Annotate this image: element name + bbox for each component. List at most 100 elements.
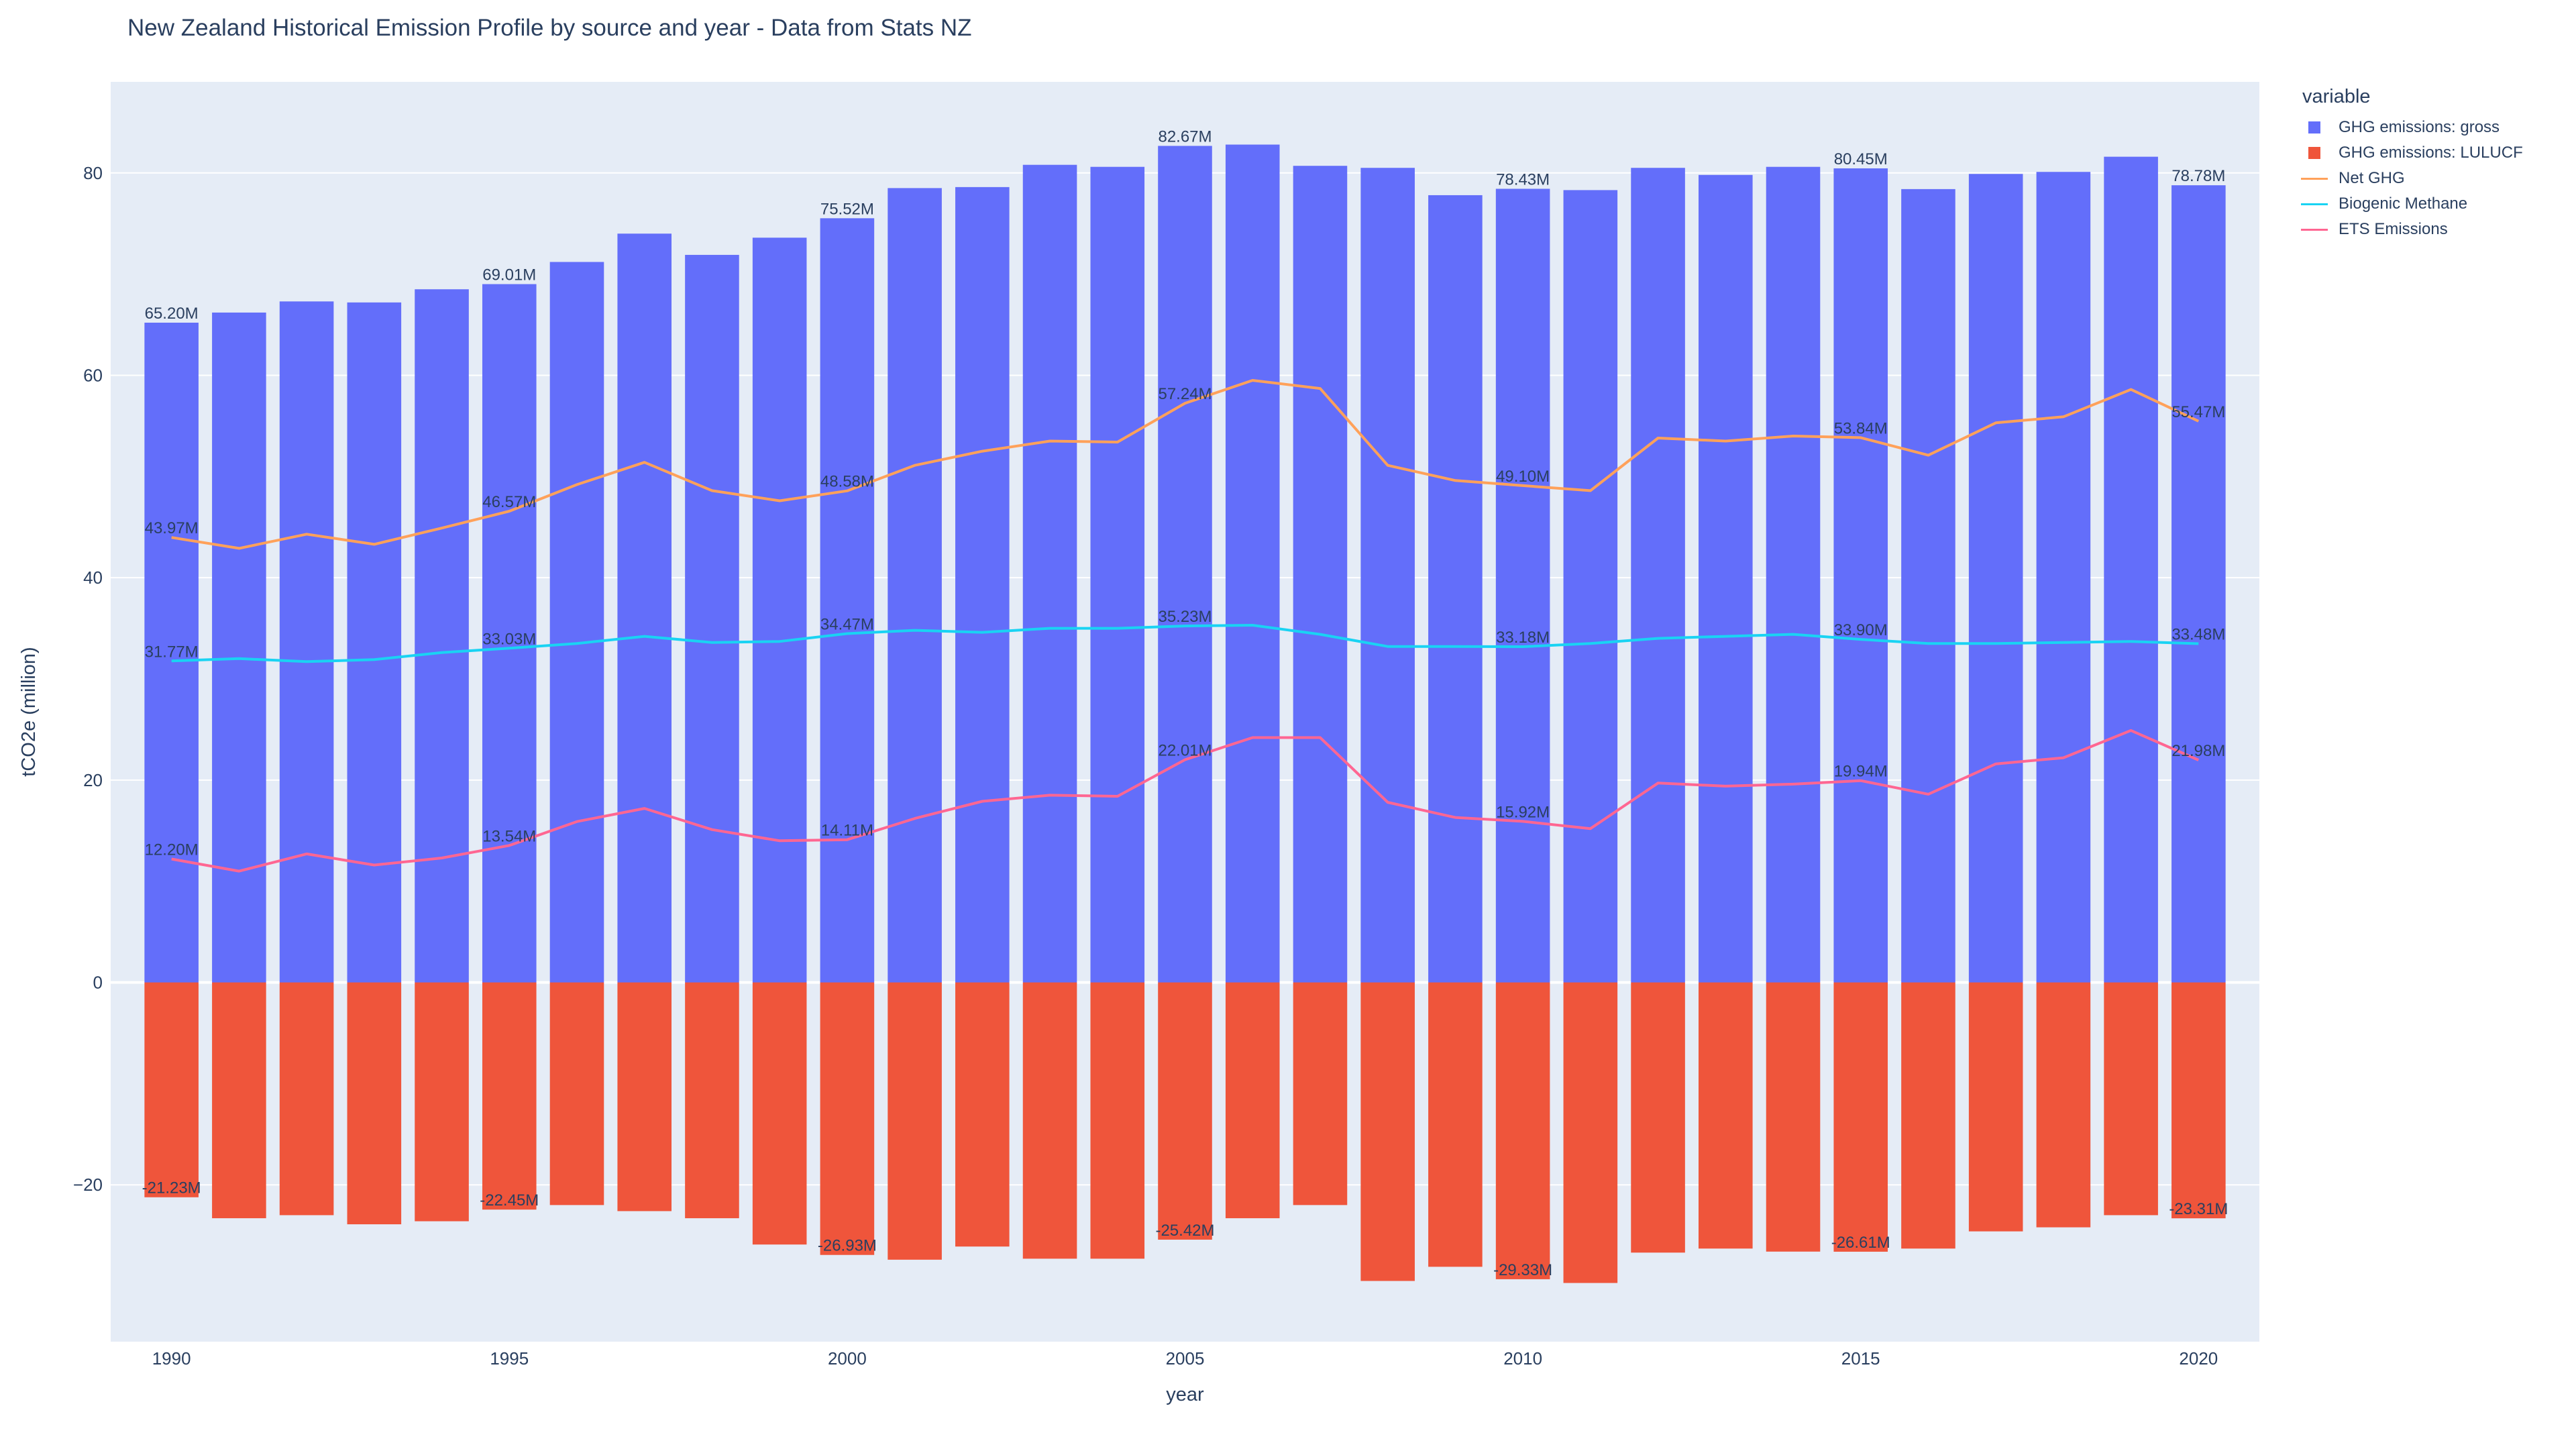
legend-bar-swatch: [2301, 143, 2328, 163]
bar: [1158, 146, 1212, 983]
y-axis-label: tCO2e (million): [18, 647, 40, 776]
bar: [1968, 174, 2023, 983]
data-label: -25.42M: [1155, 1222, 1214, 1240]
x-tick-label: 2020: [2179, 1348, 2218, 1368]
bar: [2104, 982, 2158, 1216]
x-tick-label: 2005: [1166, 1348, 1205, 1368]
bar: [1563, 982, 1618, 1283]
data-label: 31.77M: [145, 643, 199, 661]
legend-title: variable: [2302, 86, 2371, 107]
data-label: 12.20M: [145, 841, 199, 859]
bar: [2171, 185, 2226, 983]
legend-label: Net GHG: [2339, 169, 2405, 187]
bar: [685, 982, 739, 1218]
bar: [1833, 982, 1888, 1252]
series-line: [171, 729, 2200, 873]
bar: [955, 982, 1010, 1247]
bar: [1833, 168, 1888, 983]
data-label: 78.43M: [1496, 170, 1550, 189]
data-label: 35.23M: [1158, 608, 1212, 626]
data-label: -21.23M: [142, 1179, 201, 1197]
legend-item[interactable]: GHG emissions: LULUCF: [2301, 140, 2523, 166]
bar: [617, 982, 672, 1212]
data-label: 46.57M: [482, 493, 536, 511]
legend-label: Biogenic Methane: [2339, 195, 2468, 213]
bar: [1360, 168, 1415, 983]
legend: variable GHG emissions: gross GHG emissio…: [2301, 86, 2523, 242]
data-label: 33.03M: [482, 630, 536, 648]
bar: [1495, 982, 1550, 1279]
data-label: 21.98M: [2171, 742, 2225, 760]
legend-line-swatch: [2301, 168, 2328, 189]
data-label: 65.20M: [145, 305, 199, 323]
bar: [1901, 189, 1955, 983]
bar: [1563, 190, 1618, 983]
bar: [347, 302, 402, 983]
bar: [482, 284, 537, 983]
bar: [2171, 982, 2226, 1219]
bar: [347, 982, 402, 1225]
bar: [1225, 982, 1280, 1218]
bar: [1090, 166, 1145, 983]
bar: [1293, 166, 1348, 983]
bar: [1158, 982, 1212, 1240]
bar: [144, 323, 199, 983]
bar: [1225, 144, 1280, 983]
bar: [415, 289, 469, 983]
bar: [549, 982, 604, 1205]
data-label: 14.11M: [821, 822, 873, 840]
data-label: 19.94M: [1834, 763, 1888, 781]
data-label: -23.31M: [2169, 1200, 2228, 1218]
bar: [1022, 164, 1077, 983]
legend-item[interactable]: GHG emissions: gross: [2301, 115, 2523, 140]
data-label: 48.58M: [820, 473, 874, 491]
bar: [2104, 156, 2158, 983]
bar: [1293, 982, 1348, 1205]
data-label: 78.78M: [2171, 167, 2225, 185]
data-label: -29.33M: [1493, 1261, 1552, 1279]
legend-item[interactable]: ETS Emissions: [2301, 217, 2523, 242]
data-label: 43.97M: [145, 519, 199, 537]
bar: [752, 237, 807, 983]
bar: [1698, 982, 1753, 1249]
y-tick-label: 60: [83, 365, 103, 385]
data-label: 53.84M: [1834, 419, 1888, 437]
bar: [1428, 195, 1483, 983]
bar: [482, 982, 537, 1210]
legend-swatch-fill: [2308, 147, 2320, 159]
bar: [1428, 982, 1483, 1267]
legend-item[interactable]: Net GHG: [2301, 166, 2523, 191]
data-label: 57.24M: [1158, 385, 1212, 403]
legend-line-swatch: [2301, 194, 2328, 214]
bar: [212, 982, 266, 1218]
data-label: 69.01M: [482, 266, 536, 284]
data-label: 75.52M: [820, 200, 874, 218]
legend-swatch-fill: [2301, 178, 2328, 180]
bar: [415, 982, 469, 1222]
x-tick-label: 2000: [828, 1348, 867, 1368]
bar: [685, 254, 739, 983]
bar: [279, 301, 334, 983]
legend-label: GHG emissions: LULUCF: [2339, 144, 2523, 162]
bar: [955, 186, 1010, 983]
legend-swatch-fill: [2301, 229, 2328, 231]
x-axis-label: year: [1166, 1384, 1204, 1405]
y-tick-label: 20: [83, 770, 103, 790]
bar: [1698, 174, 1753, 983]
bar: [1766, 166, 1821, 983]
x-tick-label: 2010: [1503, 1348, 1542, 1368]
data-label: 13.54M: [482, 827, 536, 845]
bar: [279, 982, 334, 1216]
bar: [212, 312, 266, 983]
chart-title: New Zealand Historical Emission Profile …: [127, 15, 972, 41]
data-label: -26.93M: [818, 1237, 877, 1255]
bar: [1631, 168, 1685, 983]
legend-bar-swatch: [2301, 117, 2328, 138]
data-label: 82.67M: [1158, 127, 1212, 146]
bar: [1766, 982, 1821, 1252]
x-tick-label: 1990: [152, 1348, 191, 1368]
data-label: 33.18M: [1496, 629, 1550, 647]
legend-item[interactable]: Biogenic Methane: [2301, 191, 2523, 217]
data-label: 80.45M: [1834, 150, 1888, 168]
